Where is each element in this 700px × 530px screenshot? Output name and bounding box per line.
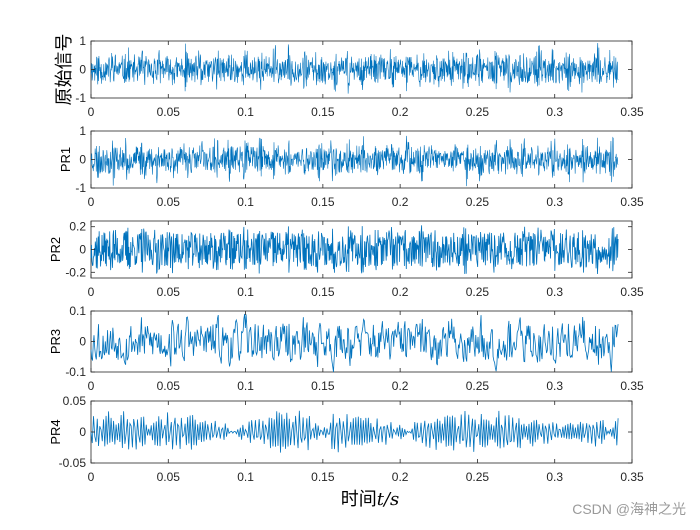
y-axis-label: PR3 — [48, 329, 63, 354]
x-tick-label: 0.2 — [392, 105, 409, 119]
y-tick-label: 1 — [79, 34, 86, 48]
y-tick-label: -1 — [75, 181, 86, 195]
x-tick-label: 0 — [88, 285, 95, 299]
x-tick-label: 0.35 — [620, 105, 644, 119]
x-tick-label: 0.05 — [157, 470, 181, 484]
series-line — [90, 410, 619, 453]
y-tick-label: -0.2 — [65, 265, 86, 279]
y-tick-label: 0 — [79, 63, 86, 77]
x-axis-label-prefix: 时间 — [341, 489, 377, 510]
x-tick-label: 0.25 — [466, 285, 490, 299]
x-tick-label: 0 — [88, 195, 95, 209]
x-tick-label: 0.15 — [311, 470, 335, 484]
y-axis-label: PR4 — [48, 419, 63, 444]
series-line — [90, 225, 619, 274]
x-tick-label: 0.05 — [157, 105, 181, 119]
x-tick-label: 0.25 — [466, 470, 490, 484]
axes-box — [90, 310, 633, 373]
x-tick-label: 0.1 — [237, 285, 254, 299]
x-tick-label: 0.15 — [311, 379, 335, 393]
x-tick-label: 0 — [88, 470, 95, 484]
x-tick-label: 0.05 — [157, 195, 181, 209]
x-tick-label: 0.25 — [466, 195, 490, 209]
x-tick-label: 0.3 — [546, 105, 563, 119]
y-tick-label: -0.05 — [59, 456, 87, 470]
y-axis-label: PR1 — [58, 147, 73, 172]
x-tick-label: 0.15 — [311, 105, 335, 119]
x-tick-label: 0.3 — [546, 195, 563, 209]
y-tick-label: 0 — [79, 335, 86, 349]
y-tick-label: 0.1 — [69, 304, 86, 318]
x-tick-label: 0 — [88, 105, 95, 119]
y-tick-label: -1 — [75, 91, 86, 105]
watermark: CSDN @海神之光 — [572, 501, 686, 517]
x-tick-label: 0.25 — [466, 379, 490, 393]
y-axis-label: PR2 — [48, 237, 63, 262]
y-tick-label: 0 — [79, 425, 86, 439]
x-tick-label: 0.35 — [620, 195, 644, 209]
x-axis-label: 时间t/s — [341, 489, 400, 510]
series-line — [90, 135, 619, 187]
axes-box — [90, 130, 633, 189]
x-tick-label: 0.05 — [157, 285, 181, 299]
y-tick-label: 0.2 — [69, 220, 86, 234]
x-tick-label: 0.2 — [392, 285, 409, 299]
y-tick-label: 0 — [79, 153, 86, 167]
x-tick-label: 0.1 — [237, 470, 254, 484]
y-tick-label: 1 — [79, 124, 86, 138]
x-tick-label: 0.15 — [311, 285, 335, 299]
x-tick-label: 0.3 — [546, 470, 563, 484]
y-tick-label: 0.05 — [63, 394, 87, 408]
x-tick-label: 0.1 — [237, 195, 254, 209]
y-tick-label: -0.1 — [65, 365, 86, 379]
x-tick-label: 0.3 — [546, 285, 563, 299]
y-axis-label: 原始信号 — [54, 34, 75, 106]
series-line — [90, 313, 619, 373]
x-tick-label: 0.15 — [311, 195, 335, 209]
x-tick-label: 0.2 — [392, 379, 409, 393]
x-tick-label: 0 — [88, 379, 95, 393]
x-tick-label: 0.35 — [620, 285, 644, 299]
x-tick-label: 0.25 — [466, 105, 490, 119]
x-tick-label: 0.35 — [620, 379, 644, 393]
x-axis-label-variable: t/s — [377, 489, 400, 510]
x-tick-label: 0.3 — [546, 379, 563, 393]
x-tick-label: 0.1 — [237, 379, 254, 393]
x-tick-label: 0.05 — [157, 379, 181, 393]
series-line — [90, 42, 619, 94]
x-tick-label: 0.2 — [392, 195, 409, 209]
x-tick-label: 0.1 — [237, 105, 254, 119]
x-tick-label: 0.2 — [392, 470, 409, 484]
x-tick-label: 0.35 — [620, 470, 644, 484]
y-tick-label: 0 — [79, 243, 86, 257]
